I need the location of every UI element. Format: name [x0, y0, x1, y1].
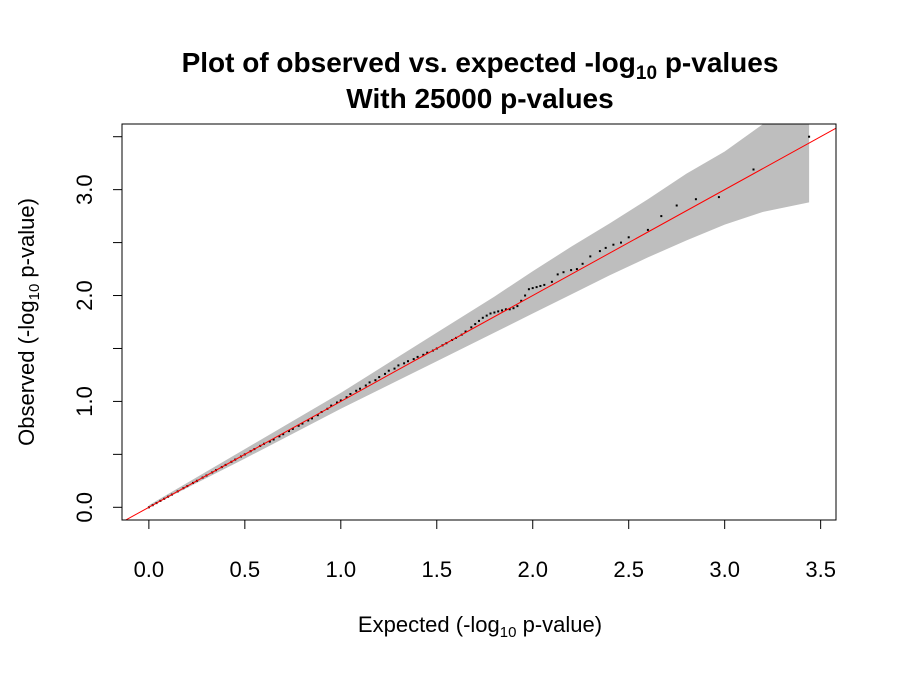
- data-point: [478, 319, 480, 322]
- data-point: [291, 427, 294, 430]
- data-point: [675, 204, 678, 207]
- data-point: [520, 299, 523, 302]
- data-point: [416, 355, 419, 358]
- x-tick-label: 1.0: [326, 557, 357, 582]
- x-tick-label: 0.5: [230, 557, 261, 582]
- x-tick-label: 2.0: [517, 557, 548, 582]
- data-point: [598, 250, 601, 253]
- data-point: [374, 379, 377, 382]
- data-point: [359, 387, 361, 390]
- reference-line: [125, 127, 837, 521]
- data-point: [612, 243, 615, 246]
- data-point: [422, 353, 425, 356]
- data-point: [282, 433, 285, 436]
- data-point: [575, 268, 578, 271]
- data-point: [272, 438, 275, 441]
- data-point: [535, 286, 538, 289]
- data-point: [403, 362, 406, 365]
- data-point: [474, 323, 477, 326]
- data-point: [349, 393, 352, 395]
- data-point: [288, 430, 290, 433]
- y-tick-label: 3.0: [72, 174, 97, 205]
- data-point: [339, 399, 342, 402]
- data-point: [397, 364, 400, 367]
- data-point: [717, 196, 720, 199]
- data-point: [550, 280, 553, 283]
- data-point: [501, 309, 503, 312]
- data-point: [504, 308, 507, 311]
- data-point: [562, 271, 565, 274]
- confidence-band: [148, 124, 810, 508]
- data-point: [589, 255, 592, 258]
- data-point: [412, 358, 415, 361]
- data-point: [752, 168, 755, 171]
- data-point: [297, 424, 300, 427]
- x-tick-label: 0.0: [134, 557, 165, 582]
- data-point: [316, 414, 319, 417]
- data-point: [470, 326, 473, 329]
- x-tick-label: 1.5: [421, 557, 452, 582]
- data-point: [464, 330, 467, 333]
- data-point: [627, 236, 630, 239]
- data-point: [508, 308, 511, 311]
- y-tick-label: 1.0: [72, 386, 97, 417]
- data-point: [604, 246, 607, 249]
- chart-title-line2: With 25000 p-values: [346, 83, 613, 114]
- data-point: [393, 367, 396, 370]
- data-point: [301, 422, 304, 425]
- chart-title-line1: Plot of observed vs. expected -log10 p-v…: [182, 47, 779, 84]
- data-point: [311, 417, 313, 420]
- data-point: [539, 285, 542, 287]
- data-point: [368, 381, 371, 384]
- plot-area: [125, 124, 837, 521]
- data-point: [581, 262, 584, 265]
- data-point: [694, 198, 697, 201]
- data-point: [384, 372, 386, 375]
- data-point: [512, 307, 515, 310]
- x-tick-label: 3.5: [805, 557, 836, 582]
- data-point: [660, 215, 663, 218]
- data-point: [620, 241, 622, 244]
- y-axis-label: Observed (-log10 p-value): [14, 198, 43, 446]
- y-tick-label: 2.0: [72, 280, 97, 311]
- data-point: [278, 435, 281, 438]
- data-point: [330, 404, 333, 407]
- data-point: [387, 369, 390, 372]
- data-point: [516, 305, 519, 308]
- data-point: [531, 287, 534, 290]
- y-axis: 0.0 1.0 2.0 3.0: [72, 136, 123, 523]
- data-point: [307, 419, 310, 422]
- data-point: [497, 310, 500, 313]
- data-point: [364, 384, 367, 387]
- data-point: [527, 288, 530, 291]
- data-point: [481, 316, 484, 319]
- data-point: [336, 401, 338, 404]
- y-tick-label: 0.0: [72, 492, 97, 523]
- data-point: [543, 283, 546, 286]
- data-point: [556, 273, 559, 276]
- data-point: [485, 314, 488, 317]
- x-tick-label: 3.0: [709, 557, 740, 582]
- data-point: [646, 228, 649, 231]
- data-point: [524, 294, 527, 297]
- data-point: [489, 312, 492, 315]
- data-point: [493, 311, 496, 314]
- data-point: [355, 389, 358, 392]
- x-tick-label: 2.5: [613, 557, 644, 582]
- data-point: [808, 135, 811, 138]
- data-point: [268, 440, 271, 443]
- data-point: [407, 360, 409, 363]
- data-point: [345, 396, 348, 399]
- data-point: [570, 269, 573, 272]
- data-point: [378, 376, 381, 379]
- x-axis-label: Expected (-log10 p-value): [358, 612, 602, 641]
- data-point: [426, 351, 429, 354]
- x-axis: 0.0 0.5 1.0 1.5 2.0 2.5 3.0 3.5: [134, 519, 836, 582]
